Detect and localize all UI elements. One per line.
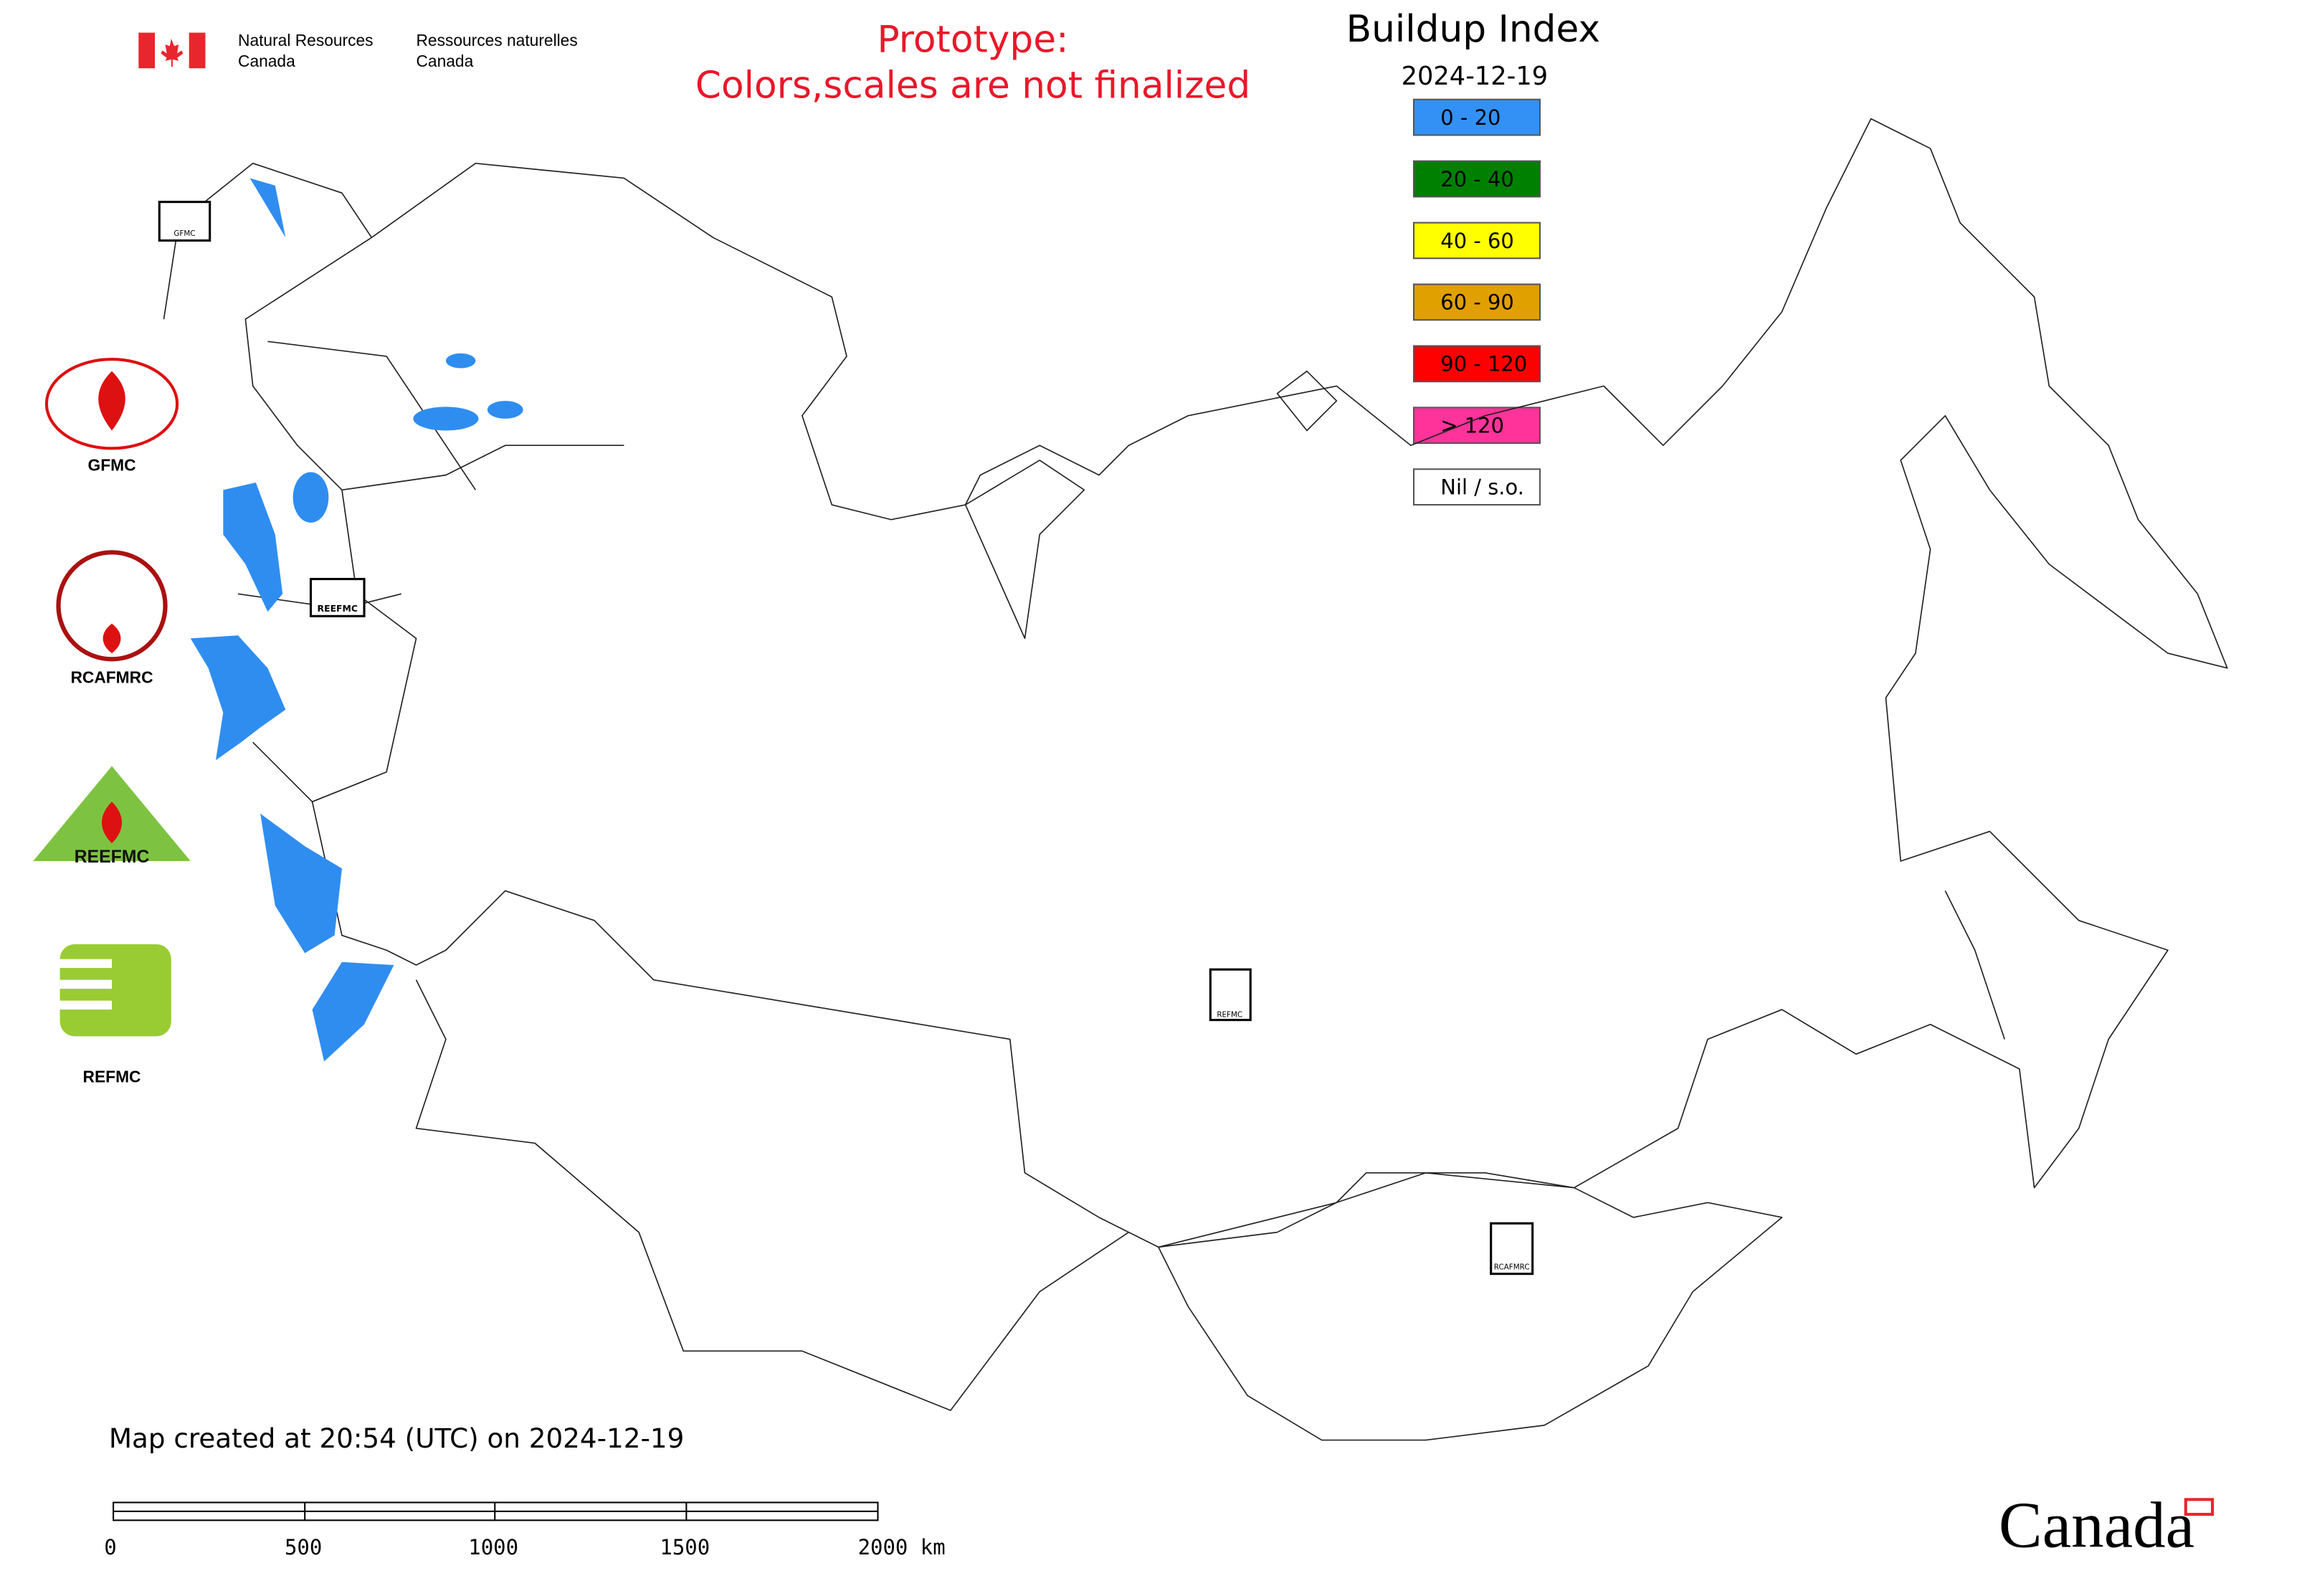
basemap [163, 118, 2228, 1441]
dept-fr: Ressources naturelles [417, 31, 578, 49]
legend-label: 90 - 120 [1440, 352, 1527, 376]
notice: Prototype: [877, 18, 1068, 61]
scale-label: 500 [285, 1535, 322, 1559]
logo-label: REFMC [83, 1068, 141, 1086]
legend-label: 20 - 40 [1440, 167, 1514, 191]
scale-label: 0 [104, 1535, 116, 1559]
legend-label: 0 - 20 [1440, 105, 1500, 130]
gov-signature: Natural Resources Canada Ressources natu… [138, 31, 578, 70]
legend: 0 - 20 20 - 40 40 - 60 60 - 90 90 - 120 > 120… [1412, 98, 1541, 506]
dept-fr: Canada [417, 52, 474, 70]
legend-swatch [1412, 98, 1541, 136]
legend-swatch [1412, 345, 1541, 383]
legend-label: 60 - 90 [1440, 290, 1514, 315]
legend-swatch [1412, 468, 1541, 506]
logos: GFMC RCAFMRC REEFMC REFMC GFMC REEFMC RE… [33, 201, 1534, 1276]
scale-bar: 0 500 1000 1500 2000 km [104, 1501, 946, 1559]
notice: Colors,scales are not finalized [695, 65, 1250, 108]
legend-swatch [1412, 160, 1541, 198]
scale-label: 1500 [660, 1535, 710, 1559]
bui-patches [190, 178, 523, 1062]
logo-label: RCAFMRC [70, 668, 153, 687]
legend-swatch [1412, 222, 1541, 260]
legend-label: Nil / s.o. [1440, 475, 1524, 500]
wordmark-flag [2184, 1498, 2215, 1516]
legend-swatch [1412, 407, 1541, 445]
canada-wordmark: Canada [1999, 1489, 2194, 1562]
map-marker-label: RCAFMRC [1494, 1263, 1530, 1271]
map-marker-label: REFMC [1217, 1010, 1242, 1019]
legend-swatch [1412, 283, 1541, 321]
scale-label: 2000 km [858, 1535, 946, 1559]
legend-label: > 120 [1440, 414, 1504, 438]
map-created: Map created at 20:54 (UTC) on 2024-12-19 [109, 1422, 684, 1454]
logo-label: GFMC [87, 455, 135, 474]
scale-label: 1000 [468, 1535, 518, 1559]
dept-en: Natural Resources [238, 31, 374, 49]
legend-date: 2024-12-19 [1402, 62, 1549, 91]
legend-label: 40 - 60 [1440, 229, 1514, 253]
legend-title: Buildup Index [1346, 8, 1600, 51]
map-marker-label: REEFMC [318, 603, 358, 614]
logo-label: REEFMC [75, 847, 150, 867]
dept-en: Canada [238, 52, 295, 70]
map-marker-label: GFMC [173, 229, 195, 238]
